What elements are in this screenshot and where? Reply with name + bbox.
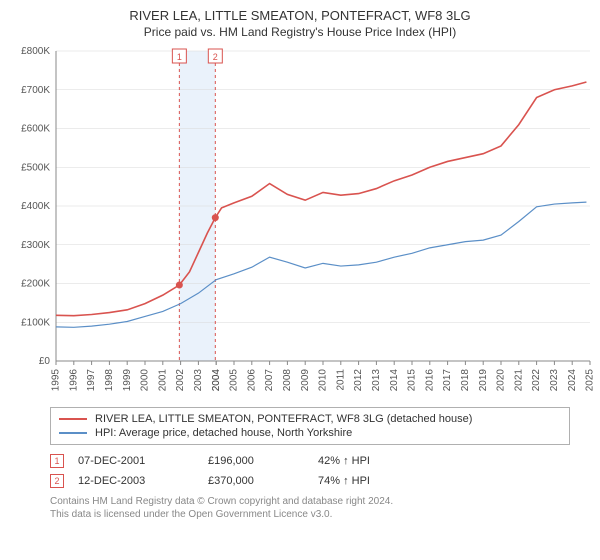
sale-date: 12-DEC-2003 — [78, 475, 208, 487]
sale-row: 1 07-DEC-2001£196,00042% ↑ HPI — [50, 451, 570, 471]
x-tick-label: 2008 — [282, 369, 293, 392]
x-tick-label: 2000 — [140, 369, 151, 392]
y-tick-label: £400K — [21, 201, 50, 212]
y-tick-label: £500K — [21, 162, 50, 173]
y-tick-label: £100K — [21, 317, 50, 328]
x-tick-label: 2009 — [300, 369, 311, 392]
x-tick-label: 2010 — [318, 369, 329, 392]
x-tick-label: 2014 — [389, 369, 400, 392]
legend-label: HPI: Average price, detached house, Nort… — [95, 427, 352, 439]
series-hpi — [56, 202, 586, 327]
x-tick-label: 2002 — [175, 369, 186, 392]
y-tick-label: £800K — [21, 46, 50, 57]
x-tick-label: 2022 — [531, 369, 542, 392]
legend-item: RIVER LEA, LITTLE SMEATON, PONTEFRACT, W… — [59, 412, 561, 426]
title-block: RIVER LEA, LITTLE SMEATON, PONTEFRACT, W… — [0, 0, 600, 41]
y-tick-label: £200K — [21, 279, 50, 290]
sales-list: 1 07-DEC-2001£196,00042% ↑ HPI 2 12-DEC-200… — [50, 451, 570, 491]
vline-marker-label: 1 — [177, 52, 182, 62]
x-tick-label: 1999 — [122, 369, 133, 392]
x-tick-label: 2001 — [157, 369, 168, 392]
footer-text: Contains HM Land Registry data © Crown c… — [50, 495, 570, 521]
y-tick-label: £700K — [21, 85, 50, 96]
sale-dot — [176, 282, 183, 289]
legend-label: RIVER LEA, LITTLE SMEATON, PONTEFRACT, W… — [95, 413, 472, 425]
sale-marker: 2 — [50, 474, 64, 488]
footer-line1: Contains HM Land Registry data © Crown c… — [50, 495, 570, 508]
x-tick-label: 2021 — [513, 369, 524, 392]
sale-price: £196,000 — [208, 455, 318, 467]
legend-swatch — [59, 418, 87, 420]
x-tick-label: 2018 — [460, 369, 471, 392]
x-tick-label: 2012 — [353, 369, 364, 392]
y-tick-label: £300K — [21, 240, 50, 251]
sale-price: £370,000 — [208, 475, 318, 487]
footer-line2: This data is licensed under the Open Gov… — [50, 508, 570, 521]
x-tick-label: 2003 — [193, 369, 204, 392]
x-tick-label: 2020 — [496, 369, 507, 392]
x-tick-label: 1995 — [51, 369, 62, 392]
sale-marker: 1 — [50, 454, 64, 468]
x-tick-label: 2013 — [371, 369, 382, 392]
x-tick-label: 1996 — [68, 369, 79, 392]
legend: RIVER LEA, LITTLE SMEATON, PONTEFRACT, W… — [50, 407, 570, 445]
sale-row: 2 12-DEC-2003£370,00074% ↑ HPI — [50, 471, 570, 491]
x-tick-label: 2017 — [442, 369, 453, 392]
x-tick-label: 1997 — [86, 369, 97, 392]
chart-area: £0 £100K £200K £300K £400K £500K £600K £700K £80… — [0, 41, 600, 401]
sale-pct: 74% ↑ HPI — [318, 475, 438, 487]
y-tick-label: £0 — [39, 356, 51, 367]
x-tick-label: 2016 — [424, 369, 435, 392]
legend-item: HPI: Average price, detached house, Nort… — [59, 426, 561, 440]
title-main: RIVER LEA, LITTLE SMEATON, PONTEFRACT, W… — [0, 8, 600, 23]
y-tick-label: £600K — [21, 124, 50, 135]
x-tick-label: 2004 — [211, 369, 222, 392]
x-tick-label: 2006 — [246, 369, 257, 392]
chart-container: RIVER LEA, LITTLE SMEATON, PONTEFRACT, W… — [0, 0, 600, 521]
x-tick-label: 2024 — [567, 369, 578, 392]
x-tick-label: 2025 — [585, 369, 596, 392]
line-chart-svg: £0 £100K £200K £300K £400K £500K £600K £700K £80… — [0, 41, 600, 401]
vline-marker-label: 2 — [213, 52, 218, 62]
x-tick-label: 2007 — [264, 369, 275, 392]
sale-dot — [212, 214, 219, 221]
sale-date: 07-DEC-2001 — [78, 455, 208, 467]
legend-swatch — [59, 432, 87, 434]
x-tick-label: 2019 — [478, 369, 489, 392]
title-sub: Price paid vs. HM Land Registry's House … — [0, 25, 600, 39]
x-tick-label: 1998 — [104, 369, 115, 392]
x-tick-label: 2015 — [407, 369, 418, 392]
x-tick-label: 2011 — [335, 369, 346, 391]
x-tick-label: 2023 — [549, 369, 560, 392]
x-tick-label: 2005 — [229, 369, 240, 392]
series-property — [56, 82, 586, 316]
sale-pct: 42% ↑ HPI — [318, 455, 438, 467]
